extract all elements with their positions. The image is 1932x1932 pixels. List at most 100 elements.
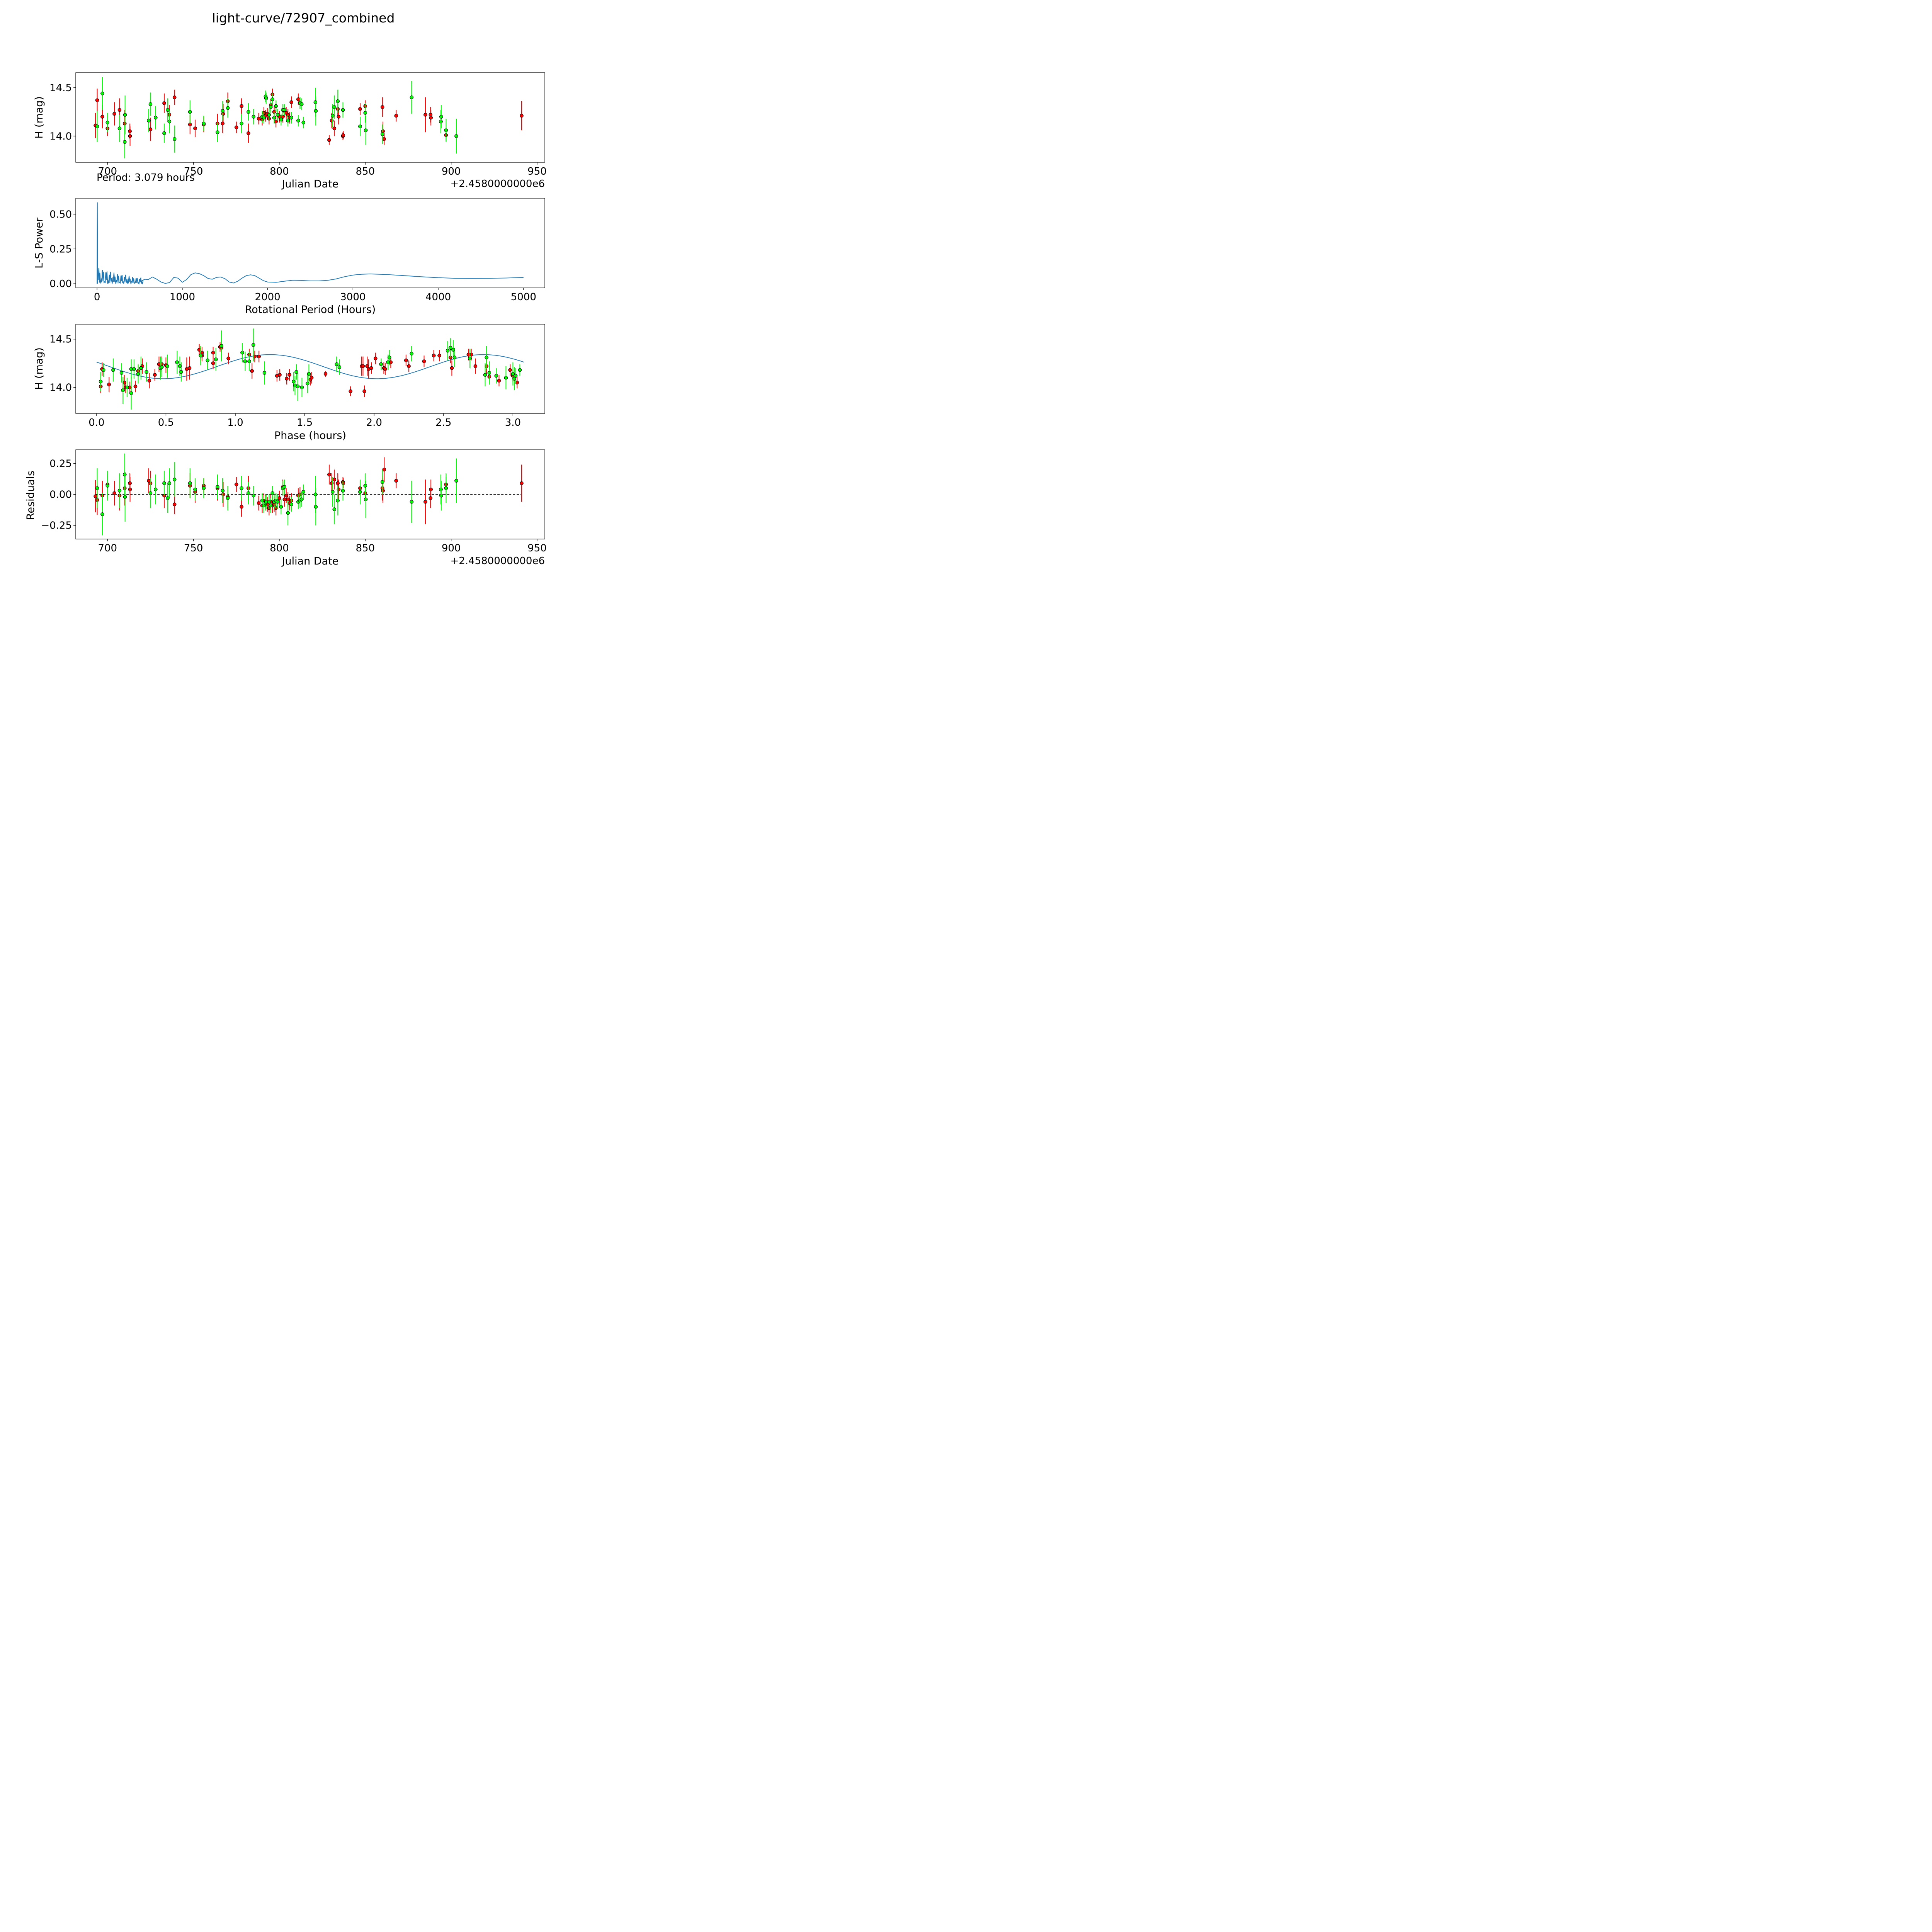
phase-fold-red-point-31 xyxy=(287,373,291,377)
light-curve-green-point-34 xyxy=(286,119,290,123)
phase-fold-red-point-48 xyxy=(422,359,426,363)
residuals-green-point-54 xyxy=(454,479,458,483)
residuals-green-point-9 xyxy=(166,496,170,500)
phase-fold-red-point-35 xyxy=(349,389,353,393)
residuals-x-offset: +2.4580000000e6 xyxy=(450,555,545,567)
residuals-green-point-10 xyxy=(167,481,172,485)
phase-fold-x-tick-label-0: 0.0 xyxy=(88,417,104,429)
residuals-red-point-58 xyxy=(429,487,433,492)
residuals-red-point-37 xyxy=(284,493,288,498)
light-curve-green-point-12 xyxy=(172,137,177,141)
residuals-red-point-19 xyxy=(221,492,225,497)
light-curve-x-tick-label-3: 850 xyxy=(355,166,375,177)
residuals-green-point-13 xyxy=(193,487,197,492)
phase-fold-green-point-20 xyxy=(214,357,218,362)
light-curve-green-point-33 xyxy=(282,108,287,112)
residuals-green-point-34 xyxy=(286,511,290,515)
residuals-green-point-43 xyxy=(332,507,337,511)
residuals-green-point-1 xyxy=(100,512,104,516)
phase-fold-green-point-26 xyxy=(262,371,267,375)
light-curve-green-point-28 xyxy=(272,116,276,120)
phase-fold-green-point-23 xyxy=(243,359,247,363)
light-curve-red-point-53 xyxy=(382,137,386,141)
phase-fold-y-tick-label-1: 14.5 xyxy=(49,334,72,345)
phase-fold-green-point-32 xyxy=(305,381,310,386)
light-curve-series-red xyxy=(94,88,524,146)
periodogram-y-label: L-S Power xyxy=(33,217,45,269)
light-curve-x-tick-label-1: 750 xyxy=(184,166,203,177)
light-curve-series-green xyxy=(95,77,458,158)
phase-fold-green-point-21 xyxy=(219,344,223,348)
phase-fold-red-point-15 xyxy=(187,366,192,370)
periodogram-x-tick-label-0: 0 xyxy=(94,291,100,303)
light-curve-green-point-18 xyxy=(240,121,243,126)
phase-fold-red-point-52 xyxy=(450,366,454,370)
light-curve-red-point-12 xyxy=(172,95,177,99)
phase-fold-green-point-29 xyxy=(294,370,298,374)
residuals-series-green xyxy=(95,453,458,536)
residuals-green-point-46 xyxy=(358,490,362,494)
light-curve-green-point-0 xyxy=(95,124,99,129)
light-curve-red-point-10 xyxy=(162,101,166,105)
phase-fold-green-point-34 xyxy=(335,362,339,366)
residuals-red-point-0 xyxy=(94,494,97,498)
light-curve-red-point-49 xyxy=(358,107,362,111)
residuals-green-point-20 xyxy=(252,493,256,498)
light-curve-red-point-1 xyxy=(95,98,99,102)
phase-fold-x-tick-label-3: 1.5 xyxy=(297,417,313,429)
residuals-series-red xyxy=(94,457,524,524)
residuals-green-point-51 xyxy=(439,487,443,492)
periodogram-x-tick-label-5: 5000 xyxy=(511,291,536,303)
light-curve-red-point-51 xyxy=(380,105,384,109)
light-curve-green-point-54 xyxy=(454,134,458,138)
residuals-x-tick-label-1: 750 xyxy=(184,543,203,554)
periodogram-x-tick-label-4: 4000 xyxy=(425,291,451,303)
residuals-green-point-3 xyxy=(117,489,122,493)
phase-fold-green-point-44 xyxy=(468,356,472,361)
light-curve-green-point-48 xyxy=(364,128,368,133)
phase-fold-green-point-48 xyxy=(494,374,498,378)
figure: light-curve/72907_combined 700 750 800 850 9… xyxy=(0,0,597,597)
residuals-red-point-7 xyxy=(128,481,132,485)
phase-fold-green-point-17 xyxy=(179,370,183,374)
phase-fold-green-point-36 xyxy=(379,362,383,366)
light-curve-plot-area: 700 750 800 850 900 950 14.0 14.5 xyxy=(49,72,547,177)
residuals-green-point-31 xyxy=(279,505,283,509)
light-curve-green-point-17 xyxy=(226,106,230,110)
residuals-green-point-35 xyxy=(289,502,293,507)
phase-fold-green-point-0 xyxy=(99,379,103,384)
residuals-green-point-49 xyxy=(380,480,384,484)
phase-fold-red-point-2 xyxy=(107,383,111,386)
residuals-red-point-8 xyxy=(128,487,132,492)
light-curve-green-point-51 xyxy=(439,119,443,124)
residuals-green-point-44 xyxy=(336,498,340,503)
phase-fold-red-point-47 xyxy=(407,364,411,368)
phase-fold-green-point-40 xyxy=(446,349,450,353)
phase-fold-red-point-19 xyxy=(211,361,215,365)
residuals-red-point-24 xyxy=(257,501,261,505)
phase-fold-green-point-53 xyxy=(518,368,522,372)
residuals-green-point-7 xyxy=(153,487,158,492)
phase-fold-green-point-11 xyxy=(145,370,149,374)
residuals-red-point-53 xyxy=(381,489,385,493)
phase-fold-green-point-2 xyxy=(111,368,115,372)
periodogram-panel: 0 1000 2000 3000 4000 5000 0.00 0.25 0.50 Rotati… xyxy=(33,198,545,316)
light-curve-green-point-10 xyxy=(166,108,170,112)
light-curve-green-point-3 xyxy=(117,126,122,131)
residuals-x-tick-label-5: 950 xyxy=(527,543,547,554)
residuals-red-point-13 xyxy=(172,502,177,507)
light-curve-frame xyxy=(75,72,545,163)
light-curve-red-point-48 xyxy=(341,133,345,137)
light-curve-green-point-40 xyxy=(313,100,318,104)
phase-fold-x-tick-label-4: 2.0 xyxy=(366,417,382,429)
light-curve-content xyxy=(94,77,524,158)
light-curve-green-point-47 xyxy=(363,111,367,115)
phase-fold-red-point-41 xyxy=(369,366,373,370)
phase-fold-green-point-37 xyxy=(386,360,390,364)
light-curve-y-tick-label-1: 14.5 xyxy=(49,82,72,94)
light-curve-x-label: Julian Date xyxy=(281,178,339,190)
light-curve-green-point-19 xyxy=(247,110,250,114)
periodogram-frame xyxy=(75,198,545,288)
light-curve-x-tick-label-5: 950 xyxy=(527,166,547,177)
residuals-y-tick-label-2: 0.25 xyxy=(49,458,72,469)
